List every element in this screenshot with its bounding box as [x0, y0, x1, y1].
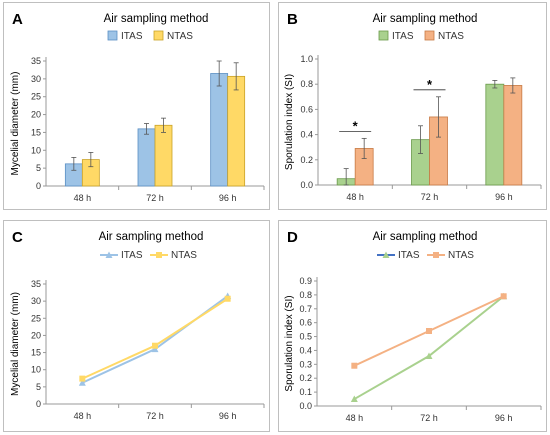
legend-label: ITAS	[121, 250, 143, 261]
legend-label: NTAS	[448, 250, 474, 261]
x-tick-label: 48 h	[346, 192, 364, 202]
legend-swatch-ntas	[424, 30, 435, 41]
y-tick-label: 0.6	[300, 104, 313, 114]
panel-b: B Air sampling method 0.0 0.2 0.4 0.6 0.8 1.0 Sp…	[278, 2, 547, 210]
y-axis-label: Mycelial diameter (mm)	[10, 72, 21, 176]
legend-label: ITAS	[398, 250, 420, 261]
legend-swatch-itas	[107, 30, 118, 41]
x-tick-label: 96 h	[495, 413, 513, 423]
x-tick-label: 72 h	[146, 411, 164, 421]
y-tick-label: 0.2	[300, 155, 313, 165]
y-tick-label: 15	[31, 348, 41, 358]
point-ntas-2	[500, 293, 507, 300]
x-tick-label: 72 h	[420, 413, 438, 423]
point-ntas-1	[426, 328, 432, 334]
panel-a: A Air sampling method 0 5 10 15 20 25 30 35 Myceli…	[3, 2, 270, 210]
point-itas-1	[151, 345, 159, 353]
y-tick-label: 30	[31, 74, 41, 84]
x-tick-label: 96 h	[219, 193, 237, 203]
chart-title: Air sampling method	[104, 13, 209, 25]
legend-label: NTAS	[438, 31, 464, 42]
chart-title: Air sampling method	[373, 13, 478, 25]
y-tick-label: 0.2	[299, 373, 312, 383]
bar-ntas-2	[503, 85, 523, 186]
chart-a: A Air sampling method 0 5 10 15 20 25 30 35 Myceli…	[10, 11, 265, 203]
y-tick-label: 25	[31, 313, 41, 323]
y-axis-label: Sporulation index (SI)	[284, 74, 295, 170]
y-tick-label: 0.0	[299, 401, 312, 411]
chart-d: D Air sampling method 0.0 0.1 0.2 0.3 0.4 0.5 0.…	[284, 229, 542, 423]
y-tick-label: 25	[31, 92, 41, 102]
y-tick-label: 15	[31, 127, 41, 137]
y-tick-label: 0.1	[299, 387, 312, 397]
bar-ntas-1	[154, 124, 173, 187]
panel-letter: C	[12, 229, 23, 246]
y-tick-label: 0.5	[299, 332, 312, 342]
significance-star: *	[427, 77, 433, 92]
legend-swatch-ntas	[153, 30, 164, 41]
legend-label: ITAS	[392, 31, 414, 42]
y-tick-label: 0.6	[299, 318, 312, 328]
chart-title: Air sampling method	[373, 231, 478, 243]
y-axis-label: Sporulation index (SI)	[284, 295, 295, 391]
x-tick-label: 48 h	[346, 413, 364, 423]
y-tick-label: 35	[31, 279, 41, 289]
y-tick-label: 10	[31, 145, 41, 155]
point-ntas-0	[79, 375, 86, 382]
y-tick-label: 20	[31, 110, 41, 120]
y-tick-label: 30	[31, 296, 41, 306]
y-axis-label: Mycelial diameter (mm)	[10, 292, 21, 396]
legend-marker-itas	[382, 251, 390, 258]
point-itas-1	[425, 352, 433, 359]
panel-letter: B	[287, 11, 298, 28]
y-tick-label: 0	[36, 399, 41, 409]
point-ntas-2	[224, 295, 231, 302]
point-ntas-0	[351, 362, 358, 369]
y-tick-label: 0.8	[300, 79, 313, 89]
y-tick-label: 0.0	[300, 180, 313, 190]
bar-ntas-2	[227, 75, 246, 187]
point-ntas-1	[152, 342, 158, 349]
panel-d: D Air sampling method 0.0 0.1 0.2 0.3 0.4 0.5 0.…	[278, 220, 547, 432]
legend-label: NTAS	[167, 31, 193, 42]
y-tick-label: 0	[36, 181, 41, 191]
legend-marker-ntas	[156, 252, 162, 258]
panel-letter: A	[12, 11, 23, 28]
bar-itas-2	[210, 73, 229, 187]
y-tick-label: 0.7	[299, 304, 312, 314]
x-tick-label: 48 h	[74, 411, 92, 421]
significance-star: *	[353, 118, 359, 133]
legend-label: ITAS	[121, 31, 143, 42]
y-tick-label: 0.4	[299, 345, 312, 355]
point-itas-0	[350, 395, 358, 403]
series-line-itas	[353, 295, 505, 400]
chart-b: B Air sampling method 0.0 0.2 0.4 0.6 0.8 1.0 Sp…	[284, 11, 542, 202]
panel-c: C Air sampling method 0 5 10 15 20 25 30 35 Myceli…	[3, 220, 270, 432]
bar-itas-1	[137, 128, 156, 187]
legend-marker-ntas	[433, 252, 439, 258]
legend-swatch-itas	[378, 30, 389, 41]
y-tick-label: 0.3	[299, 359, 312, 369]
x-tick-label: 48 h	[74, 193, 92, 203]
legend-label: NTAS	[171, 250, 197, 261]
y-tick-label: 0.4	[300, 130, 313, 140]
y-tick-label: 5	[36, 382, 41, 392]
panel-letter: D	[287, 229, 298, 246]
y-tick-label: 10	[31, 365, 41, 375]
bar-itas-2	[485, 83, 505, 186]
x-tick-label: 72 h	[421, 192, 439, 202]
chart-c: C Air sampling method 0 5 10 15 20 25 30 35 Myceli…	[10, 229, 265, 421]
chart-title: Air sampling method	[99, 231, 204, 243]
x-tick-label: 72 h	[146, 193, 164, 203]
y-tick-label: 5	[36, 163, 41, 173]
y-tick-label: 35	[31, 56, 41, 66]
x-tick-label: 96 h	[495, 192, 513, 202]
y-tick-label: 1.0	[300, 54, 313, 64]
y-tick-label: 0.9	[299, 276, 312, 286]
x-tick-label: 96 h	[219, 411, 237, 421]
y-tick-label: 20	[31, 330, 41, 340]
point-itas-0	[78, 379, 86, 386]
legend-marker-itas	[105, 251, 113, 258]
y-tick-label: 0.8	[299, 290, 312, 300]
